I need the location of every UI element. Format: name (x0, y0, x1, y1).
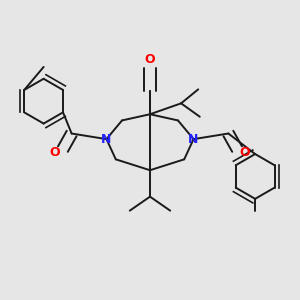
Text: N: N (188, 133, 199, 146)
Text: O: O (145, 53, 155, 66)
Text: O: O (240, 146, 250, 159)
Text: O: O (50, 146, 60, 159)
Text: N: N (101, 133, 112, 146)
